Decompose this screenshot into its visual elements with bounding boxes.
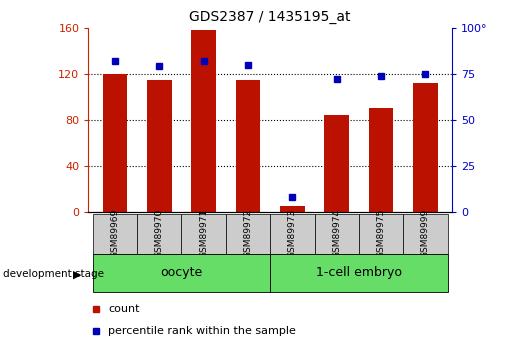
Text: GSM89969: GSM89969 (111, 209, 120, 258)
Text: percentile rank within the sample: percentile rank within the sample (109, 326, 296, 336)
Text: GSM89972: GSM89972 (243, 209, 252, 258)
Bar (226, 214, 270, 254)
Bar (369, 108, 393, 212)
Bar (325, 115, 349, 212)
Text: GSM89999: GSM89999 (421, 209, 430, 258)
Bar (270, 254, 447, 292)
Text: GSM89971: GSM89971 (199, 209, 208, 258)
Text: GSM89975: GSM89975 (377, 209, 385, 258)
Title: GDS2387 / 1435195_at: GDS2387 / 1435195_at (189, 10, 351, 24)
Bar (280, 206, 305, 212)
Bar (359, 214, 403, 254)
Bar (137, 214, 181, 254)
Bar (103, 74, 127, 212)
Text: development stage: development stage (3, 269, 104, 279)
Text: 1-cell embryo: 1-cell embryo (316, 266, 402, 279)
Bar (181, 214, 226, 254)
Bar (93, 254, 270, 292)
Text: count: count (109, 304, 140, 314)
Text: GSM89970: GSM89970 (155, 209, 164, 258)
Text: oocyte: oocyte (161, 266, 203, 279)
Bar (236, 79, 260, 212)
Bar (93, 214, 137, 254)
Text: GSM89973: GSM89973 (288, 209, 297, 258)
Bar (191, 30, 216, 212)
Bar (147, 79, 172, 212)
Bar (315, 214, 359, 254)
Bar (403, 214, 447, 254)
Bar (270, 214, 315, 254)
Text: GSM89974: GSM89974 (332, 209, 341, 258)
Bar (413, 83, 437, 212)
Text: ▶: ▶ (73, 269, 82, 279)
